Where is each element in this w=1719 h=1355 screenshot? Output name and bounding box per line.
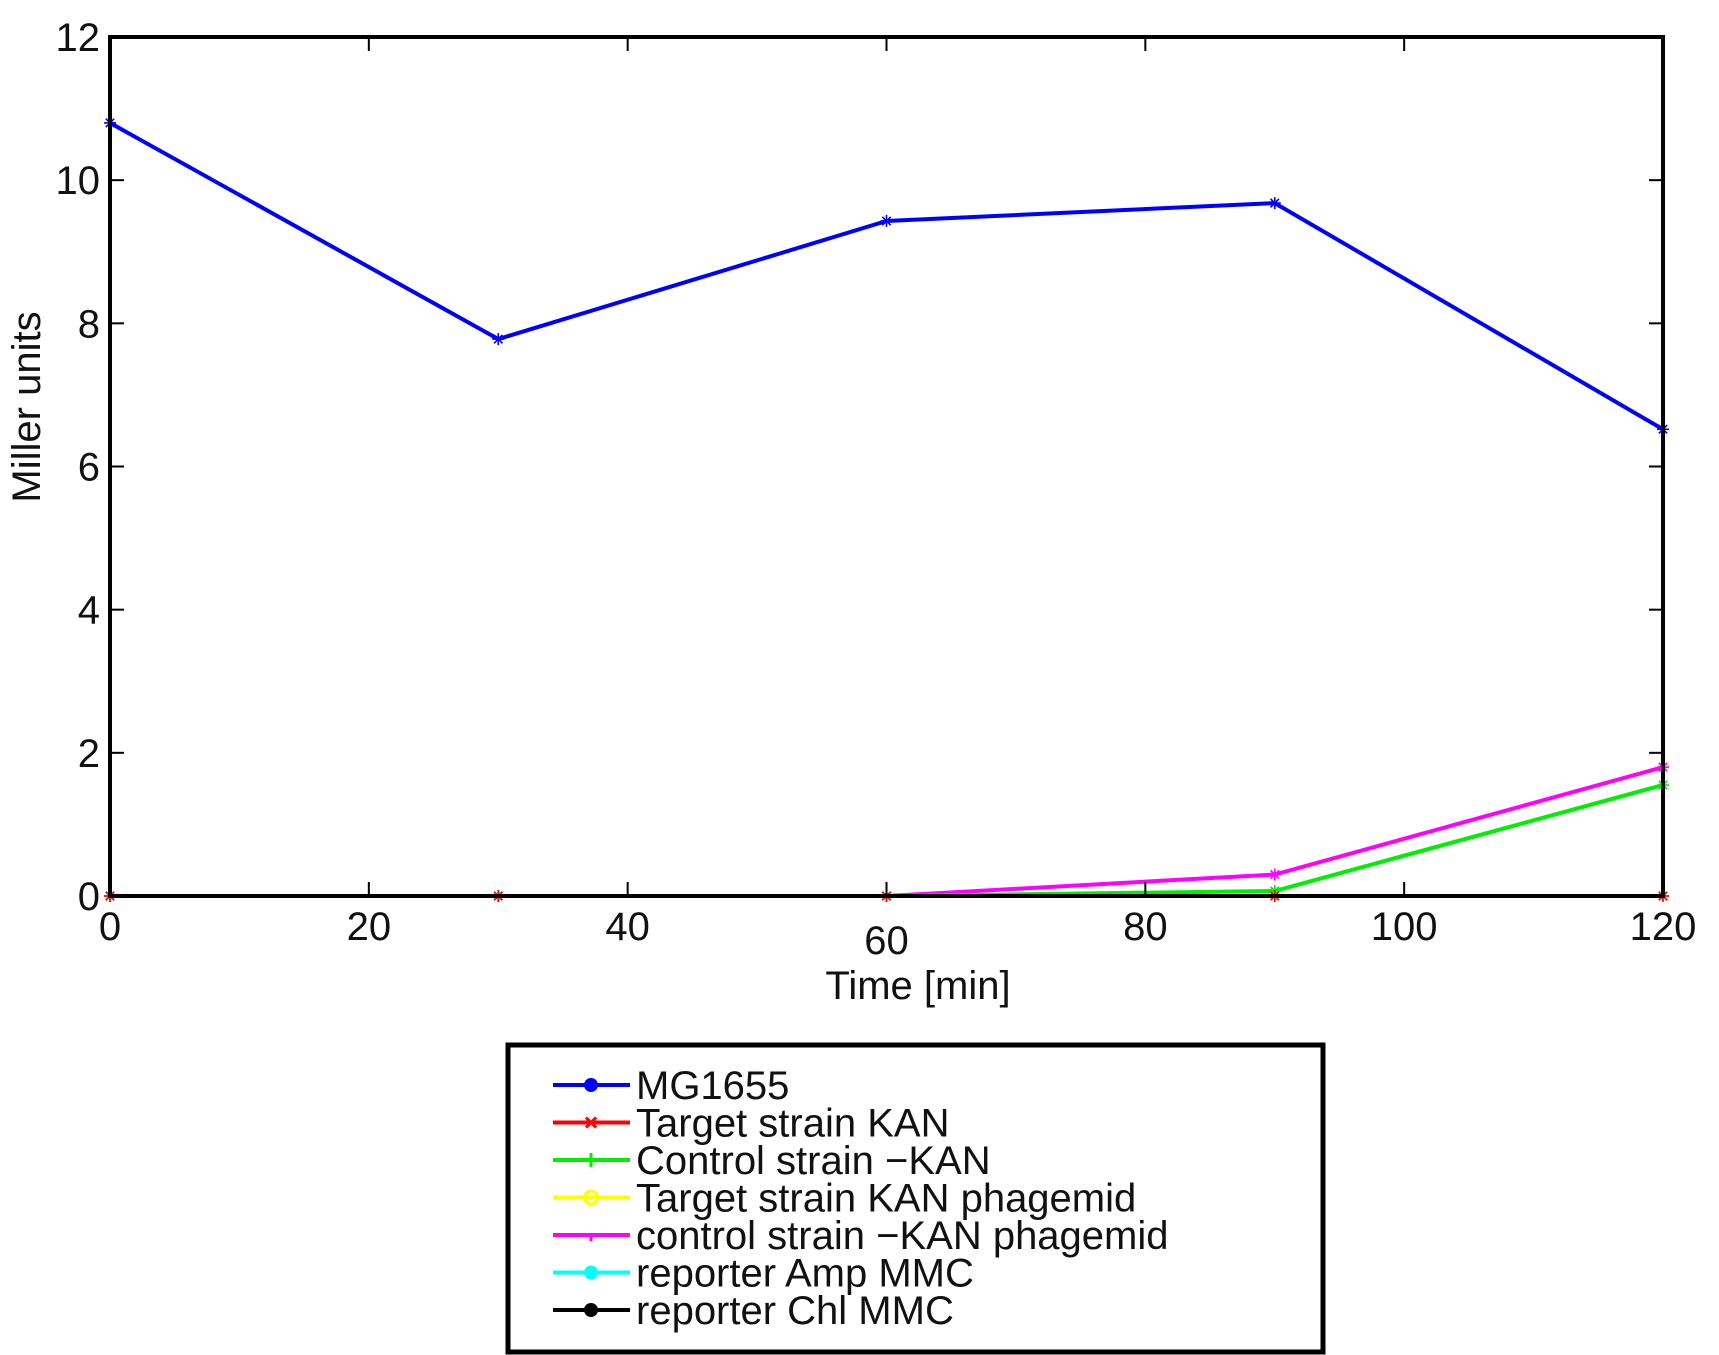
legend-label: Target strain KAN: [636, 1102, 949, 1146]
data-point: [1268, 197, 1281, 210]
y-tick-label: 2: [78, 732, 100, 776]
legend-item: Control strain −KAN: [553, 1139, 991, 1183]
legend-label: Control strain −KAN: [636, 1139, 991, 1183]
data-point: [1268, 868, 1281, 881]
legend-marker-icon: [584, 1265, 598, 1280]
legend-label: reporter Chl MMC: [636, 1289, 954, 1333]
axis-ticks: 0 20 40 60 80 100 120 0 2 4 6 8 10 12: [56, 16, 1697, 963]
data-point: [880, 214, 893, 227]
legend-item: Target strain KAN phagemid: [553, 1177, 1136, 1221]
x-tick-label: 60: [864, 919, 909, 963]
legend-marker-icon: [584, 1116, 598, 1129]
legend-label: reporter Amp MMC: [636, 1252, 974, 1296]
x-tick-label: 20: [347, 905, 392, 949]
legend-marker-icon: [584, 1078, 598, 1092]
y-tick-label: 0: [78, 875, 100, 919]
y-tick-label: 8: [78, 302, 100, 346]
legend-marker-icon: [584, 1153, 598, 1167]
x-tick-label: 120: [1630, 905, 1697, 949]
y-tick-label: 10: [56, 159, 101, 203]
data-point: [492, 333, 505, 346]
legend-item: reporter Chl MMC: [553, 1289, 954, 1333]
y-tick-label: 6: [78, 446, 100, 490]
y-tick-label: 4: [78, 589, 100, 633]
x-tick-label: 100: [1371, 905, 1438, 949]
legend-marker-icon: [584, 1303, 598, 1317]
y-axis-label: Miller units: [5, 311, 49, 502]
legend-item: MG1655: [553, 1064, 789, 1108]
y-tick-label: 12: [56, 16, 101, 60]
x-tick-label: 80: [1123, 905, 1168, 949]
x-axis-label: Time [min]: [825, 964, 1010, 1008]
legend-label: MG1655: [636, 1064, 789, 1108]
legend-item: Target strain KAN: [553, 1102, 949, 1146]
legend-box: [505, 1042, 1326, 1355]
legend-item: control strain −KAN phagemid: [553, 1214, 1169, 1258]
legend-item: reporter Amp MMC: [553, 1252, 974, 1296]
legend-label: Target strain KAN phagemid: [636, 1177, 1136, 1221]
x-tick-label: 40: [605, 905, 650, 949]
legend-label: control strain −KAN phagemid: [636, 1214, 1169, 1258]
legend-marker-icon: [583, 1189, 599, 1206]
x-tick-label: 0: [99, 905, 121, 949]
